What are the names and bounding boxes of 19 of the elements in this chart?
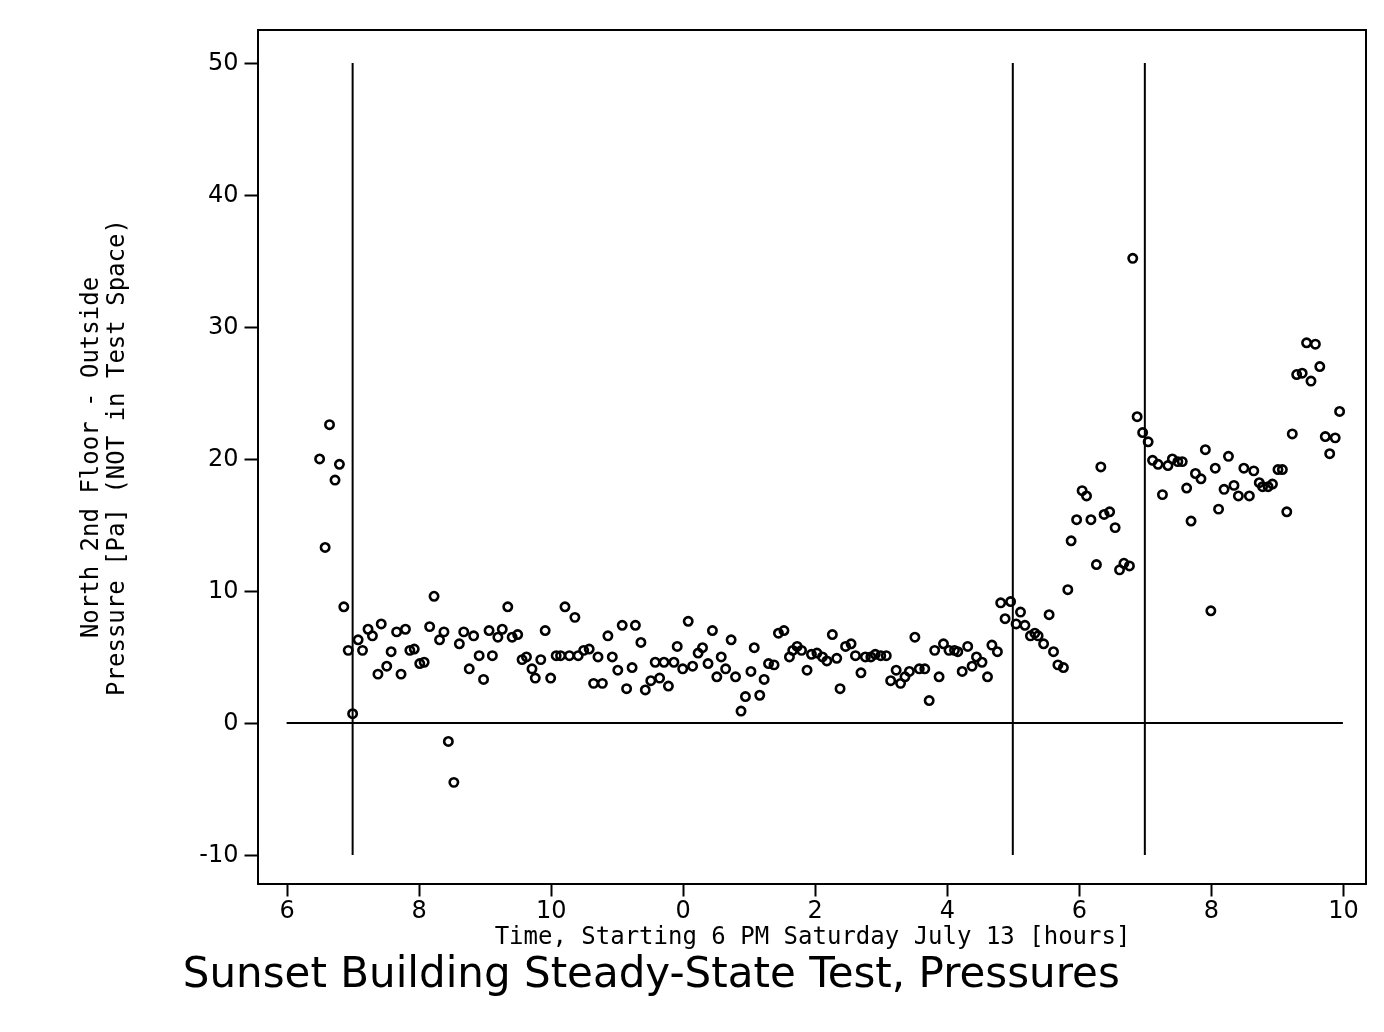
y-tick-label: 30 [207,312,239,341]
x-tick-label: 10 [535,895,567,924]
x-tick-label: 4 [939,895,955,924]
x-tick-label: 6 [279,895,295,924]
x-tick-label: 8 [1203,895,1219,924]
y-tick-label: 40 [207,180,239,209]
y-tick-label: 0 [223,708,239,737]
x-tick-label: 8 [411,895,427,924]
y-tick-label: 20 [207,444,239,473]
y-axis-title: North 2nd Floor - Outside Pressure [Pa] (NOT in Test Space) [76,219,131,696]
y-tick-label: 50 [207,48,239,77]
x-axis-title: Time, Starting 6 PM Saturday July 13 [hours] [494,921,1131,950]
y-tick-label: -10 [199,840,239,869]
x-tick-label: 6 [1071,895,1087,924]
x-tick-label: 0 [675,895,691,924]
x-tick-label: 10 [1328,895,1359,924]
text: Sunset Building Steady-State Test, Pressures [182,948,1120,997]
y-tick-label: 10 [207,576,239,605]
x-tick-label: 2 [807,895,823,924]
